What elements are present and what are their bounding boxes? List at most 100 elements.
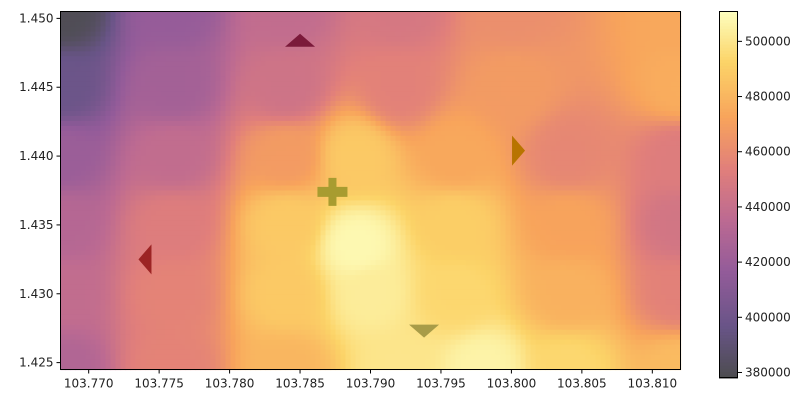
heatmap-cell (135, 200, 142, 207)
heatmap-cell (635, 195, 642, 202)
heatmap-cell (595, 101, 602, 107)
heatmap-cell (485, 195, 492, 202)
heatmap-cell (315, 120, 322, 127)
heatmap-cell (100, 210, 107, 216)
heatmap-cell (240, 76, 247, 82)
heatmap-cell (370, 21, 377, 28)
heatmap-cell (515, 56, 522, 62)
heatmap-cell (625, 61, 632, 67)
heatmap-cell (375, 140, 382, 147)
heatmap-cell (500, 190, 507, 197)
heatmap-cell (100, 190, 107, 197)
heatmap-cell (370, 180, 377, 187)
heatmap-cell (620, 140, 627, 147)
heatmap-cell (335, 110, 342, 117)
heatmap-cell (295, 81, 302, 87)
heatmap-cell (615, 155, 622, 162)
heatmap-cell (250, 160, 257, 167)
heatmap-cell (345, 125, 352, 132)
heatmap-cell (240, 140, 247, 147)
heatmap-cell (290, 71, 297, 77)
heatmap-cell (135, 170, 142, 177)
heatmap-cell (305, 115, 312, 122)
heatmap-cell (255, 81, 262, 87)
heatmap-cell (155, 200, 162, 207)
heatmap-cell (100, 200, 107, 207)
heatmap-cell (575, 76, 582, 82)
heatmap-cell (540, 101, 547, 107)
heatmap-cell (175, 130, 182, 137)
heatmap-cell (380, 21, 387, 28)
heatmap-cell (235, 120, 242, 127)
heatmap-cell (125, 11, 132, 18)
heatmap-cell (585, 31, 592, 37)
heatmap-cell (245, 56, 252, 62)
heatmap-cell (155, 66, 162, 72)
heatmap-cell (255, 86, 262, 92)
heatmap-cell (545, 11, 552, 18)
heatmap-cell (570, 71, 577, 77)
heatmap-cell (490, 31, 497, 37)
heatmap-cell (285, 185, 292, 192)
heatmap-cell (60, 130, 67, 137)
heatmap-cell (345, 115, 352, 122)
heatmap-cell (205, 96, 212, 102)
heatmap-cell (165, 120, 172, 127)
heatmap-cell (285, 91, 292, 97)
heatmap-cell (130, 71, 137, 77)
heatmap-cell (130, 41, 137, 47)
heatmap-cell (130, 170, 137, 177)
heatmap-cell (160, 140, 167, 147)
heatmap-cell (90, 31, 97, 37)
heatmap-cell (650, 86, 657, 92)
heatmap-cell (330, 115, 337, 122)
heatmap-cell (385, 205, 392, 211)
heatmap-cell (415, 26, 422, 32)
heatmap-cell (85, 51, 92, 57)
heatmap-cell (420, 165, 427, 172)
heatmap-cell (255, 96, 262, 102)
heatmap-cell (385, 76, 392, 82)
heatmap-cell (335, 160, 342, 167)
heatmap-cell (615, 96, 622, 102)
heatmap-cell (665, 41, 672, 47)
heatmap-cell (260, 46, 267, 52)
heatmap-cell (625, 140, 632, 147)
heatmap-cell (360, 36, 367, 42)
heatmap-cell (350, 71, 357, 77)
heatmap-cell (195, 140, 202, 147)
heatmap-cell (300, 125, 307, 132)
heatmap-cell (375, 56, 382, 62)
heatmap-cell (340, 160, 347, 167)
heatmap-cell (295, 56, 302, 62)
heatmap-cell (560, 61, 567, 67)
heatmap-cell (610, 71, 617, 77)
heatmap-cell (450, 195, 457, 202)
heatmap-cell (530, 91, 537, 97)
heatmap-cell (90, 210, 97, 216)
heatmap-cell (605, 170, 612, 177)
heatmap-cell (515, 180, 522, 187)
heatmap-cell (285, 51, 292, 57)
heatmap-cell (600, 130, 607, 137)
heatmap-cell (265, 170, 272, 177)
heatmap-cell (265, 21, 272, 28)
heatmap-cell (515, 155, 522, 162)
heatmap-cell (390, 200, 397, 207)
heatmap-cell (485, 51, 492, 57)
heatmap-cell (480, 145, 487, 152)
heatmap-cell (590, 180, 597, 187)
heatmap-cell (670, 36, 677, 42)
heatmap-cell (630, 96, 637, 102)
heatmap-cell (110, 71, 117, 77)
heatmap-cell (615, 61, 622, 67)
heatmap-cell (495, 86, 502, 92)
heatmap-cell (515, 101, 522, 107)
heatmap-cell (345, 11, 352, 18)
heatmap-cell (605, 130, 612, 137)
heatmap-cell (475, 110, 482, 117)
heatmap-cell (515, 51, 522, 57)
heatmap-cell (125, 175, 132, 182)
heatmap-cell (455, 155, 462, 162)
heatmap-cell (370, 150, 377, 157)
